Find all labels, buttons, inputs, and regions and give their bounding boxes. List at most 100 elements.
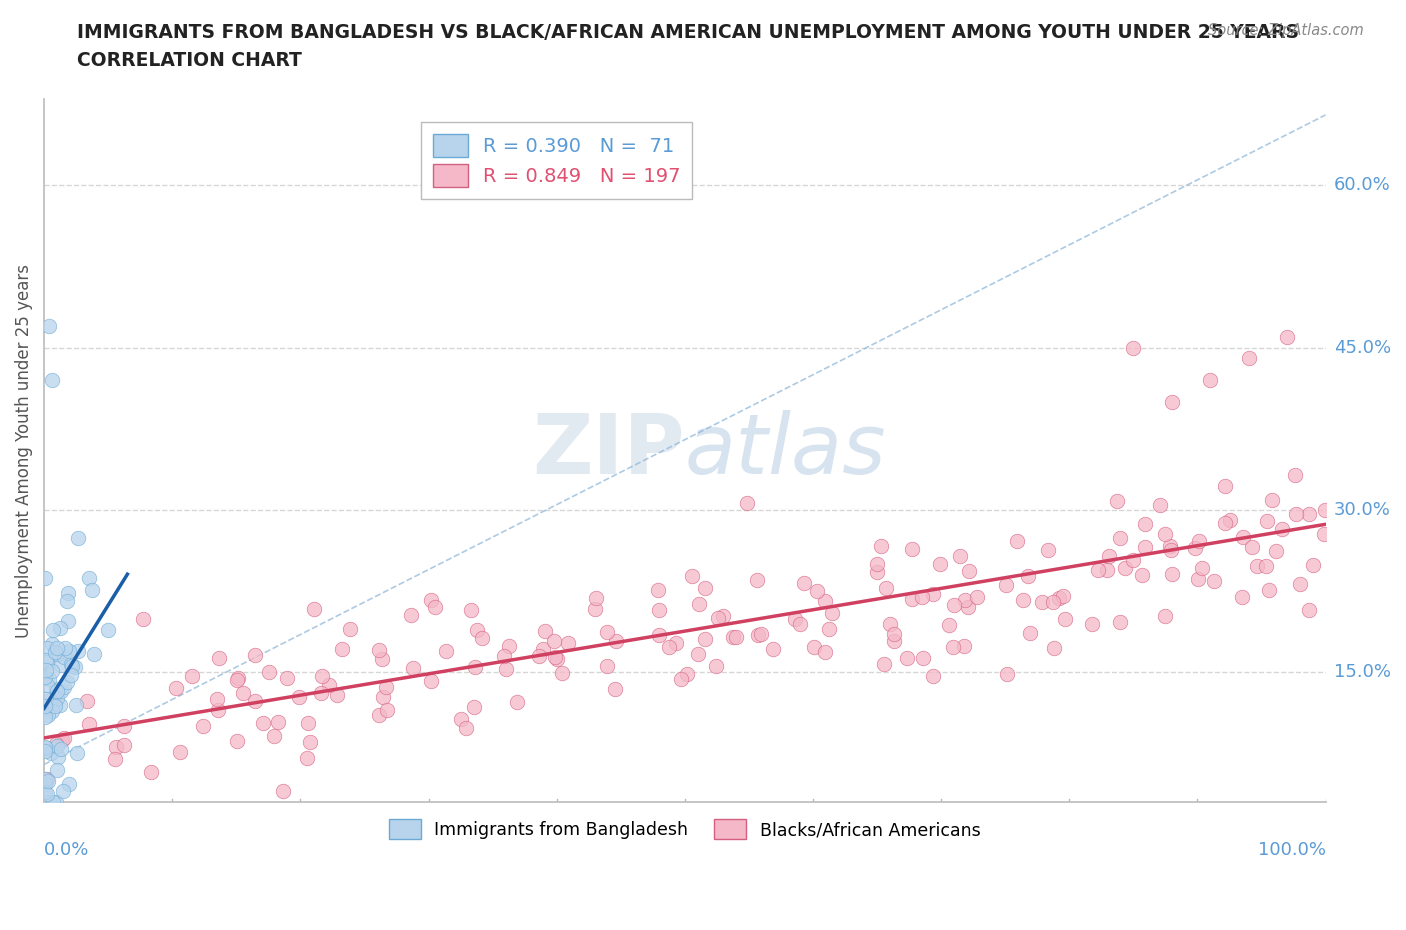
Point: [434, 644, 457, 658]
Point: [1149, 498, 1171, 512]
Point: [35, 653, 58, 668]
Point: [38, 671, 60, 686]
Point: [1215, 478, 1237, 493]
Point: [1265, 543, 1288, 558]
Point: [44, 697, 66, 711]
Point: [901, 541, 924, 556]
Point: [263, 728, 285, 743]
Point: [45, 682, 67, 697]
Point: [1114, 561, 1136, 576]
Point: [34, 698, 56, 713]
Point: [527, 648, 550, 663]
Point: [821, 605, 844, 620]
Point: [37, 787, 59, 802]
Point: [1133, 516, 1156, 531]
Point: [1159, 538, 1181, 553]
Point: [688, 597, 710, 612]
Point: [309, 685, 332, 700]
Point: [83, 646, 105, 661]
Point: [425, 600, 447, 615]
Point: [1258, 582, 1281, 597]
Point: [297, 716, 319, 731]
Point: [749, 627, 772, 642]
Point: [35, 655, 58, 670]
Point: [55, 593, 77, 608]
Point: [1047, 591, 1070, 605]
Point: [879, 617, 901, 631]
Point: [460, 603, 482, 618]
Point: [665, 635, 688, 650]
Point: [49, 741, 72, 756]
Point: [1017, 568, 1039, 583]
Point: [551, 665, 574, 680]
Point: [498, 638, 520, 653]
Point: [957, 564, 980, 578]
Point: [76, 694, 98, 709]
Point: [46, 738, 69, 753]
Point: [245, 647, 267, 662]
Point: [454, 721, 477, 736]
Point: [695, 580, 717, 595]
Point: [38, 692, 60, 707]
Point: [1275, 329, 1298, 344]
Point: [1160, 543, 1182, 558]
Point: [723, 630, 745, 644]
Point: [1261, 493, 1284, 508]
Point: [38, 795, 60, 810]
Point: [544, 649, 567, 664]
Point: [165, 681, 187, 696]
Point: [35, 678, 58, 693]
Point: [311, 669, 333, 684]
Point: [34, 744, 56, 759]
Text: 0.0%: 0.0%: [44, 842, 90, 859]
Point: [866, 565, 889, 579]
Point: [1232, 590, 1254, 604]
Point: [735, 496, 758, 511]
Point: [226, 672, 249, 687]
Point: [1241, 539, 1264, 554]
Point: [966, 590, 988, 604]
Point: [793, 576, 815, 591]
Point: [53, 730, 76, 745]
Point: [326, 687, 349, 702]
Point: [1313, 527, 1336, 542]
Point: [883, 627, 905, 642]
Point: [605, 633, 627, 648]
Point: [648, 628, 671, 643]
Point: [35, 692, 58, 707]
Point: [921, 587, 943, 602]
Point: [1237, 351, 1260, 365]
Point: [252, 716, 274, 731]
Point: [226, 671, 249, 685]
Point: [1298, 507, 1320, 522]
Point: [1302, 558, 1324, 573]
Point: [402, 660, 425, 675]
Point: [647, 582, 669, 597]
Point: [1042, 594, 1064, 609]
Point: [58, 644, 80, 658]
Point: [695, 631, 717, 646]
Point: [818, 621, 841, 636]
Point: [1087, 562, 1109, 577]
Point: [42, 795, 65, 810]
Point: [704, 658, 727, 673]
Point: [41, 636, 63, 651]
Point: [1098, 549, 1121, 564]
Point: [506, 695, 529, 710]
Point: [52, 649, 75, 664]
Text: 15.0%: 15.0%: [1334, 663, 1391, 682]
Point: [45, 690, 67, 705]
Point: [595, 658, 617, 673]
Point: [875, 580, 897, 595]
Point: [949, 549, 972, 564]
Point: [112, 718, 135, 733]
Point: [1122, 340, 1144, 355]
Point: [873, 657, 896, 671]
Point: [112, 737, 135, 752]
Point: [465, 622, 488, 637]
Point: [56, 614, 79, 629]
Point: [713, 609, 735, 624]
Point: [994, 578, 1017, 592]
Point: [814, 593, 837, 608]
Point: [896, 650, 918, 665]
